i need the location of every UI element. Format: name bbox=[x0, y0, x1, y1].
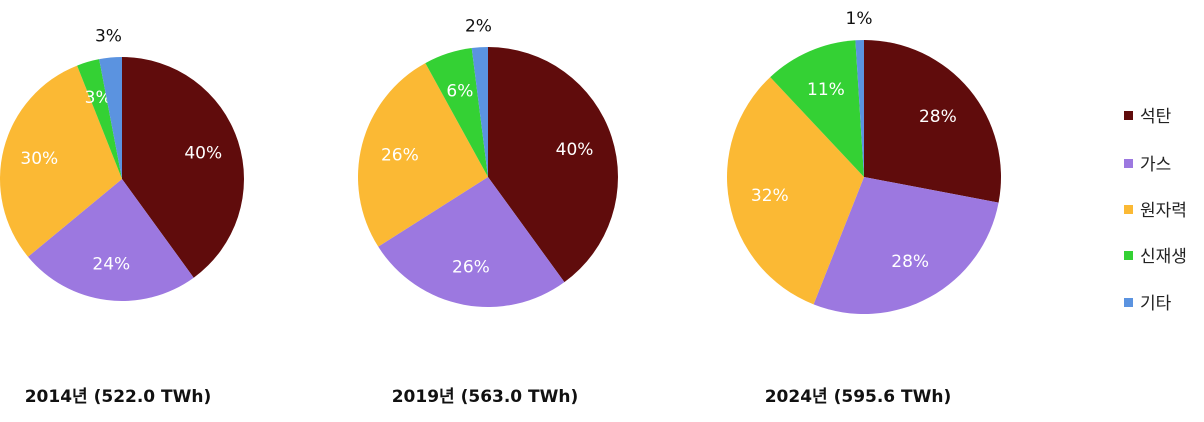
pie-slice-gas-1 bbox=[378, 177, 565, 307]
chart-caption-2019: 2019년 (563.0 TWh) bbox=[392, 387, 579, 407]
pie-slice-gas-2 bbox=[813, 177, 999, 314]
pie-chart-1: 40% 26% 26% 6% 2% bbox=[358, 16, 618, 307]
legend-swatch-other bbox=[1124, 298, 1133, 307]
pie-slice-gas-0 bbox=[27, 179, 194, 301]
chart-caption-2024: 2024년 (595.6 TWh) bbox=[765, 387, 952, 407]
pie-label-gas-1: 26% bbox=[452, 257, 490, 277]
legend: 석탄 가스 원자력 신재생 기타 bbox=[1124, 107, 1187, 314]
legend-label-nuclear: 원자력 bbox=[1140, 201, 1187, 221]
legend-label-coal: 석탄 bbox=[1140, 107, 1172, 127]
legend-label-renewable: 신재생 bbox=[1140, 247, 1187, 267]
pie-label-nuclear-0: 30% bbox=[20, 149, 58, 169]
legend-label-other: 기타 bbox=[1140, 294, 1172, 314]
pie-label-other-1: 2% bbox=[465, 16, 492, 36]
pie-label-other-0: 3% bbox=[95, 27, 122, 47]
pie-chart-0: 40% 24% 30% 3% 3% bbox=[0, 27, 244, 301]
legend-swatch-gas bbox=[1124, 159, 1133, 168]
chart-caption-2014: 2014년 (522.0 TWh) bbox=[25, 387, 212, 407]
pie-chart-2: 28% 28% 32% 11% 1% bbox=[727, 9, 1001, 314]
legend-swatch-coal bbox=[1124, 111, 1133, 120]
pie-label-gas-2: 28% bbox=[891, 252, 929, 272]
pie-slice-coal-1 bbox=[488, 47, 618, 283]
pie-slice-other-0 bbox=[99, 57, 122, 179]
pie-label-other-2: 1% bbox=[846, 9, 873, 29]
pie-slice-other-1 bbox=[471, 47, 488, 177]
pie-slice-nuclear-0 bbox=[0, 65, 122, 257]
pie-slice-nuclear-2 bbox=[727, 77, 864, 305]
pie-slice-coal-0 bbox=[122, 57, 244, 278]
pie-label-nuclear-1: 26% bbox=[381, 145, 419, 165]
legend-swatch-renewable bbox=[1124, 251, 1133, 260]
pie-slice-nuclear-1 bbox=[358, 63, 488, 247]
pie-label-coal-2: 28% bbox=[919, 107, 957, 127]
pie-label-coal-1: 40% bbox=[556, 140, 594, 160]
legend-swatch-nuclear bbox=[1124, 205, 1133, 214]
pie-label-coal-0: 40% bbox=[184, 144, 222, 164]
legend-label-gas: 가스 bbox=[1140, 155, 1171, 175]
pie-slice-renewable-1 bbox=[425, 48, 488, 178]
pie-slice-renewable-2 bbox=[770, 40, 864, 177]
pie-slice-coal-2 bbox=[864, 40, 1001, 203]
pie-label-nuclear-2: 32% bbox=[751, 186, 789, 206]
pie-slice-renewable-0 bbox=[77, 59, 122, 180]
pie-slice-other-2 bbox=[855, 40, 864, 177]
pie-label-gas-0: 24% bbox=[92, 255, 130, 275]
pie-label-renewable-1: 6% bbox=[446, 81, 473, 101]
pie-label-renewable-2: 11% bbox=[807, 80, 845, 100]
pie-label-renewable-0: 3% bbox=[85, 88, 112, 108]
